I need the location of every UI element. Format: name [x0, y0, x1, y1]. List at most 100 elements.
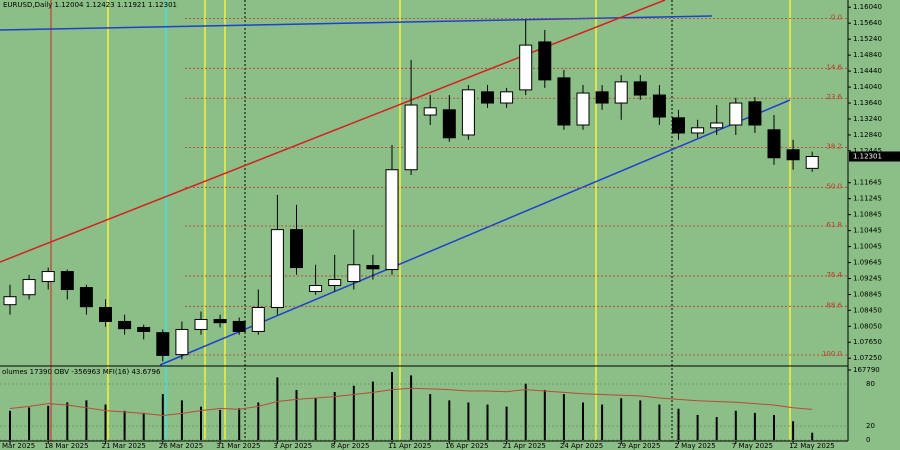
y-tick-label: 1.15640 [853, 19, 882, 27]
y-tick-label: 1.12445 [853, 147, 882, 155]
y-tick-label: 1.08845 [853, 291, 882, 299]
x-tick-label: 12 May 2025 [789, 442, 835, 450]
candle-body [748, 101, 762, 126]
x-tick-label: 29 Apr 2025 [617, 442, 660, 450]
candle-body [557, 77, 571, 126]
x-tick-label: Mar 2025 [2, 442, 35, 450]
y2-tick-label: 0 [866, 436, 870, 444]
x-tick-label: 7 May 2025 [732, 442, 773, 450]
trend-line [0, 0, 666, 263]
y-tick-label: 1.10445 [853, 227, 882, 235]
y2-tick-label: 20 [866, 422, 875, 430]
y-tick-label: 1.13640 [853, 99, 882, 107]
indicator-title: olumes 17390 OBV -356963 MFI(16) 43.6796 [2, 368, 161, 376]
x-tick-label: 21 Mar 2025 [102, 442, 146, 450]
y-tick-label: 1.14040 [853, 83, 882, 91]
y-tick-label: 1.14840 [853, 51, 882, 59]
candle-body [691, 127, 705, 134]
candle-body [156, 332, 170, 356]
candle-body [194, 318, 208, 330]
candle-body [328, 279, 342, 287]
candle-body [213, 318, 227, 324]
fib-level-label: 14.6 [826, 63, 842, 71]
candle-body [366, 265, 380, 270]
y-tick-label: 1.11645 [853, 179, 882, 187]
trend-line [159, 99, 791, 366]
candle-body [137, 326, 151, 332]
x-tick-label: 31 Mar 2025 [216, 442, 260, 450]
fib-level-label: 23.6 [826, 93, 842, 101]
y-tick-label: 1.11245 [853, 195, 882, 203]
candle-body [633, 81, 647, 96]
x-tick-label: 3 Apr 2025 [273, 442, 312, 450]
candle-body [729, 102, 743, 126]
y-tick-label: 1.10845 [853, 211, 882, 219]
candle-body [3, 296, 17, 306]
candle-body [270, 229, 284, 308]
mfi-line [9, 387, 813, 417]
candle-body [347, 264, 361, 283]
candle-body [672, 117, 685, 134]
candle-body [481, 91, 494, 104]
y-tick-label: 1.09245 [853, 275, 882, 283]
candle-body [500, 91, 514, 104]
candle-body [652, 94, 666, 118]
y-tick-label: 1.09645 [853, 259, 882, 267]
candle-body [614, 81, 628, 104]
fib-level-label: 61.8 [826, 221, 842, 229]
y-tick-label: 1.08050 [853, 322, 882, 330]
x-tick-label: 2 May 2025 [675, 442, 716, 450]
x-tick-label: 8 Apr 2025 [331, 442, 370, 450]
candle-body [442, 109, 456, 139]
x-tick-label: 24 Apr 2025 [560, 442, 603, 450]
fib-level-label: 38.2 [826, 142, 842, 150]
y-tick-label: 1.13240 [853, 115, 882, 123]
candle-body [385, 169, 399, 271]
candle-body [519, 44, 533, 91]
fib-level-label: 100.0 [822, 350, 842, 358]
candle-body [290, 229, 303, 269]
candle-body [99, 306, 112, 322]
x-tick-label: 16 Apr 2025 [445, 442, 488, 450]
y-tick-label: 1.07650 [853, 338, 882, 346]
chart-title: EURUSD,Daily 1.12004 1.12423 1.11921 1.1… [3, 1, 177, 9]
y-tick-label: 1.12840 [853, 131, 882, 139]
candle-body [461, 89, 475, 136]
candle-body [175, 328, 189, 356]
fib-level-label: 0.0 [831, 13, 842, 21]
candle-body [805, 156, 819, 169]
candle-body [595, 91, 609, 104]
y-tick-label: 1.15240 [853, 35, 882, 43]
candle-body [251, 306, 265, 332]
fib-level-label: 88.6 [826, 301, 842, 309]
last-price-label: 1.12301 [853, 153, 882, 161]
x-tick-label: 18 Mar 2025 [44, 442, 88, 450]
candle-body [538, 41, 552, 81]
fib-level-label: 50.0 [826, 182, 842, 190]
candle-body [710, 122, 724, 129]
candle-body [22, 279, 36, 296]
last-price-tag [849, 151, 900, 162]
y-tick-label: 1.14440 [853, 67, 882, 75]
candle-body [404, 104, 418, 171]
x-tick-label: 11 Apr 2025 [388, 442, 431, 450]
candle-body [309, 285, 323, 293]
candle-body [41, 271, 55, 283]
candle-body [576, 92, 590, 126]
candle-body [79, 287, 93, 308]
y-tick-label: 1.16040 [853, 3, 882, 11]
x-tick-label: 26 Mar 2025 [159, 442, 203, 450]
candle-body [118, 320, 132, 330]
fib-level-label: 76.4 [826, 271, 842, 279]
x-tick-label: 21 Apr 2025 [503, 442, 546, 450]
candle-body [786, 149, 800, 161]
candle-body [767, 129, 781, 159]
y-tick-label: 167790 [853, 366, 880, 374]
candle-body [60, 271, 74, 291]
y-tick-label: 1.07250 [853, 354, 882, 362]
y-tick-label: 1.08450 [853, 306, 882, 314]
candle-body [423, 107, 437, 116]
